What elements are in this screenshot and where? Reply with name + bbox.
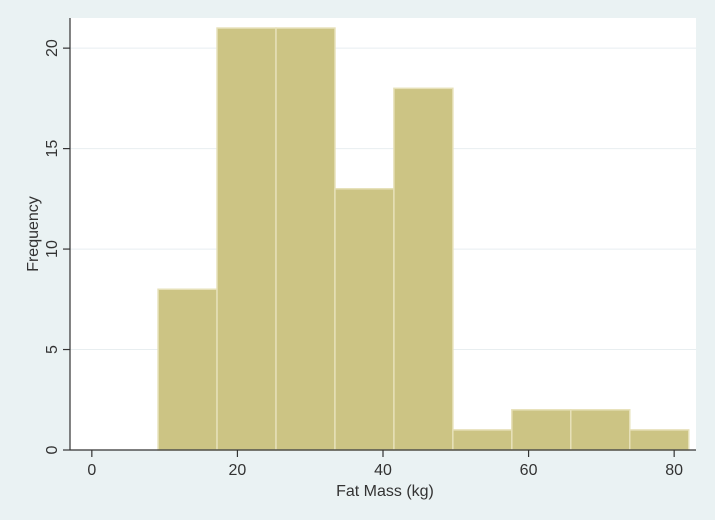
x-tick-label: 60 xyxy=(520,462,538,479)
histogram-bar xyxy=(629,429,690,451)
y-tick-label: 5 xyxy=(44,345,61,354)
y-tick-label: 0 xyxy=(44,445,61,454)
histogram-bar xyxy=(275,27,336,451)
x-tick-label: 40 xyxy=(374,462,392,479)
histogram-bar xyxy=(216,27,277,451)
histogram-bar xyxy=(511,409,572,451)
y-tick-label: 15 xyxy=(44,140,61,158)
histogram-bar xyxy=(452,429,513,451)
histogram-bar xyxy=(570,409,631,451)
x-tick-label: 80 xyxy=(665,462,683,479)
histogram-bar xyxy=(334,188,395,451)
x-tick-label: 20 xyxy=(229,462,247,479)
x-axis-title: Fat Mass (kg) xyxy=(336,483,434,500)
histogram-bar xyxy=(393,87,454,451)
x-ticks: 0 20 40 60 80 xyxy=(87,450,683,479)
histogram-bar xyxy=(157,288,218,451)
x-tick-label: 0 xyxy=(87,462,96,479)
y-axis-title: Frequency xyxy=(25,196,42,272)
y-tick-label: 20 xyxy=(44,39,61,57)
y-ticks: 0 5 10 15 20 xyxy=(44,39,70,454)
y-tick-label: 10 xyxy=(44,240,61,258)
